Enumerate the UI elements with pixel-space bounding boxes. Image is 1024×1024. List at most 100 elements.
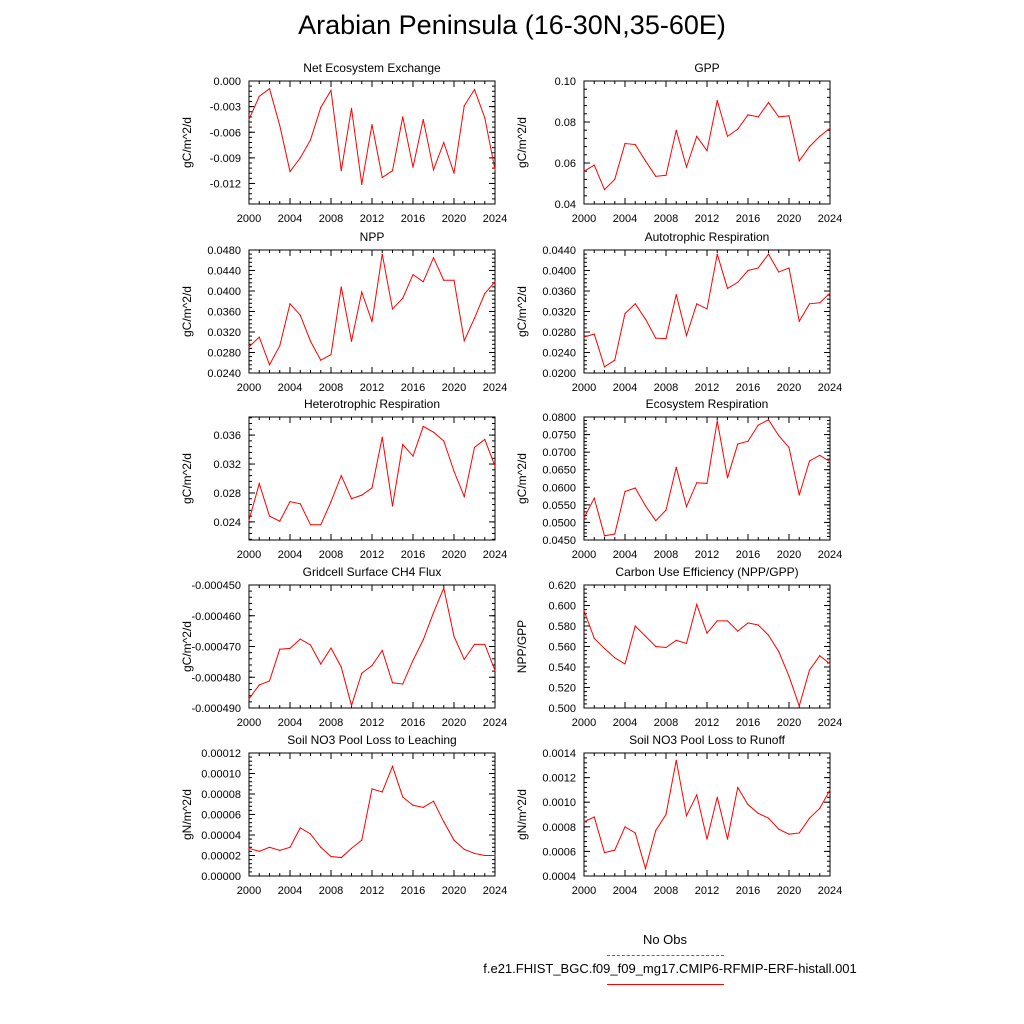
y-tick-label: 0.036: [213, 430, 241, 442]
data-point: [381, 791, 383, 793]
data-point: [443, 821, 445, 823]
data-point: [644, 635, 647, 637]
data-point: [819, 655, 821, 657]
data-point: [463, 495, 465, 498]
data-point: [685, 642, 688, 645]
y-tick-label: 0.04: [555, 199, 576, 211]
y-tick-label: 0.0320: [542, 307, 576, 319]
data-point: [696, 603, 698, 606]
x-tick-label: 2008: [319, 549, 343, 561]
data-point: [330, 855, 332, 858]
y-tick-label: 0.000: [213, 76, 241, 88]
data-point: [350, 107, 353, 109]
data-point: [443, 440, 445, 442]
data-point: [361, 672, 363, 674]
data-point: [412, 166, 414, 168]
data-point: [453, 635, 455, 637]
data-point: [289, 846, 291, 848]
data-point: [443, 279, 445, 281]
data-point: [757, 812, 759, 814]
data-point: [716, 796, 718, 798]
data-point: [665, 509, 667, 511]
data-point: [757, 116, 759, 118]
y-axis-label: gC/m^2/d: [180, 453, 194, 504]
x-tick-label: 2016: [401, 885, 425, 897]
chart-panel-3: NPP gC/m^2/d 2000 2004 2008 2012 2016 2020 2024 0…: [180, 230, 507, 394]
data-point: [624, 142, 626, 145]
data-point: [767, 101, 770, 104]
y-tick-label: 0.0320: [207, 327, 241, 339]
data-point: [737, 443, 739, 445]
data-point: [798, 705, 800, 707]
data-point: [463, 658, 465, 661]
x-tick-label: 2012: [360, 382, 384, 394]
data-point: [685, 166, 688, 168]
data-point: [350, 704, 353, 707]
data-point: [583, 821, 585, 823]
data-point: [484, 854, 486, 857]
y-tick-label: -0.000480: [191, 672, 241, 684]
data-point: [371, 664, 373, 667]
plot-frame: [248, 80, 496, 205]
page-title: Arabian Peninsula (16-30N,35-60E): [298, 10, 726, 40]
y-tick-label: 0.00000: [201, 871, 241, 883]
data-point: [453, 839, 455, 841]
data-point: [798, 320, 800, 322]
chart-title: Soil NO3 Pool Loss to Leaching: [287, 733, 456, 747]
data-point: [788, 115, 790, 117]
y-axis-label: gC/m^2/d: [515, 453, 529, 504]
data-point: [614, 657, 616, 659]
data-point: [453, 279, 455, 281]
x-tick-label: 2012: [695, 885, 719, 897]
data-point: [361, 291, 363, 293]
x-tick-label: 2004: [613, 549, 637, 561]
data-point: [330, 353, 332, 356]
data-point: [655, 337, 657, 339]
data-point: [675, 129, 677, 131]
y-tick-label: 0.024: [213, 517, 241, 529]
data-point: [726, 287, 729, 290]
data-point: [381, 436, 383, 438]
data-point: [603, 535, 606, 537]
data-point: [798, 832, 800, 834]
data-point: [494, 169, 496, 171]
data-point: [473, 446, 476, 448]
data-point: [593, 497, 595, 499]
data-point: [258, 850, 260, 853]
x-tick-label: 2024: [818, 885, 842, 897]
data-point: [706, 482, 708, 485]
data-point: [402, 796, 404, 798]
data-point: [320, 359, 322, 361]
data-point: [289, 647, 291, 649]
plot-frame: [583, 249, 831, 374]
plot-frame: [583, 416, 831, 541]
data-point: [320, 524, 322, 526]
y-tick-label: -0.009: [210, 153, 241, 165]
legend-obs-line: [607, 955, 724, 956]
data-point: [778, 116, 780, 118]
data-point: [422, 806, 424, 808]
data-point: [747, 269, 749, 272]
data-point: [330, 501, 332, 503]
y-tick-label: 0.0360: [542, 286, 576, 298]
x-tick-label: 2020: [442, 549, 466, 561]
x-tick-label: 2024: [483, 549, 507, 561]
data-point: [381, 176, 383, 179]
data-point: [593, 164, 595, 166]
x-tick-label: 2004: [613, 717, 637, 729]
x-tick-label: 2024: [483, 382, 507, 394]
data-point: [279, 124, 281, 127]
chart-title: GPP: [694, 61, 719, 75]
data-point: [412, 804, 414, 806]
legend-case-label: f.e21.FHIST_BGC.f09_f09_mg17.CMIP6-RFMIP…: [483, 961, 857, 976]
x-tick-label: 2012: [695, 213, 719, 225]
data-point: [299, 157, 301, 159]
data-point: [279, 849, 281, 851]
y-tick-label: 0.0500: [542, 517, 576, 529]
data-point: [716, 420, 718, 422]
data-point: [258, 336, 260, 338]
x-tick-label: 2016: [736, 382, 760, 394]
x-tick-label: 2008: [319, 885, 343, 897]
data-point: [767, 817, 770, 819]
x-tick-label: 2000: [237, 717, 261, 729]
